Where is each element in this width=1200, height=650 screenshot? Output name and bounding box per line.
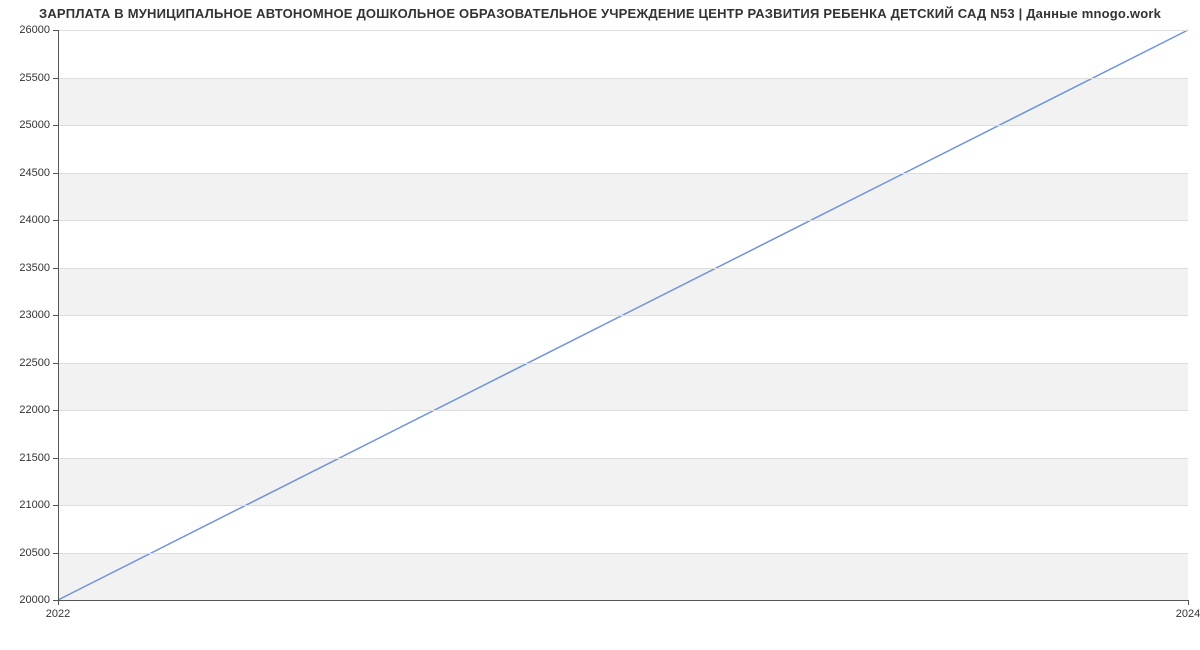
y-tick-label: 21000: [19, 499, 50, 511]
y-tick-label: 24000: [19, 214, 50, 226]
y-tick-label: 20500: [19, 547, 50, 559]
y-tick-label: 25000: [19, 119, 50, 131]
x-tick-mark: [1188, 600, 1189, 605]
y-gridline: [58, 173, 1188, 174]
y-gridline: [58, 505, 1188, 506]
y-axis-line: [58, 30, 59, 600]
y-gridline: [58, 315, 1188, 316]
y-gridline: [58, 410, 1188, 411]
y-tick-label: 25500: [19, 72, 50, 84]
y-gridline: [58, 458, 1188, 459]
y-tick-label: 22000: [19, 404, 50, 416]
y-tick-label: 23000: [19, 309, 50, 321]
x-tick-label: 2022: [46, 608, 70, 620]
y-tick-label: 23500: [19, 262, 50, 274]
y-tick-label: 22500: [19, 357, 50, 369]
y-tick-label: 20000: [19, 594, 50, 606]
y-gridline: [58, 30, 1188, 31]
y-tick-label: 21500: [19, 452, 50, 464]
y-gridline: [58, 78, 1188, 79]
y-tick-label: 24500: [19, 167, 50, 179]
x-tick-label: 2024: [1176, 608, 1200, 620]
chart-title: ЗАРПЛАТА В МУНИЦИПАЛЬНОЕ АВТОНОМНОЕ ДОШК…: [0, 6, 1200, 21]
y-gridline: [58, 125, 1188, 126]
plot-area: 2000020500210002150022000225002300023500…: [58, 30, 1188, 600]
y-gridline: [58, 268, 1188, 269]
y-gridline: [58, 363, 1188, 364]
y-tick-label: 26000: [19, 24, 50, 36]
chart-container: ЗАРПЛАТА В МУНИЦИПАЛЬНОЕ АВТОНОМНОЕ ДОШК…: [0, 0, 1200, 650]
y-gridline: [58, 220, 1188, 221]
x-axis-line: [58, 600, 1188, 601]
y-gridline: [58, 553, 1188, 554]
